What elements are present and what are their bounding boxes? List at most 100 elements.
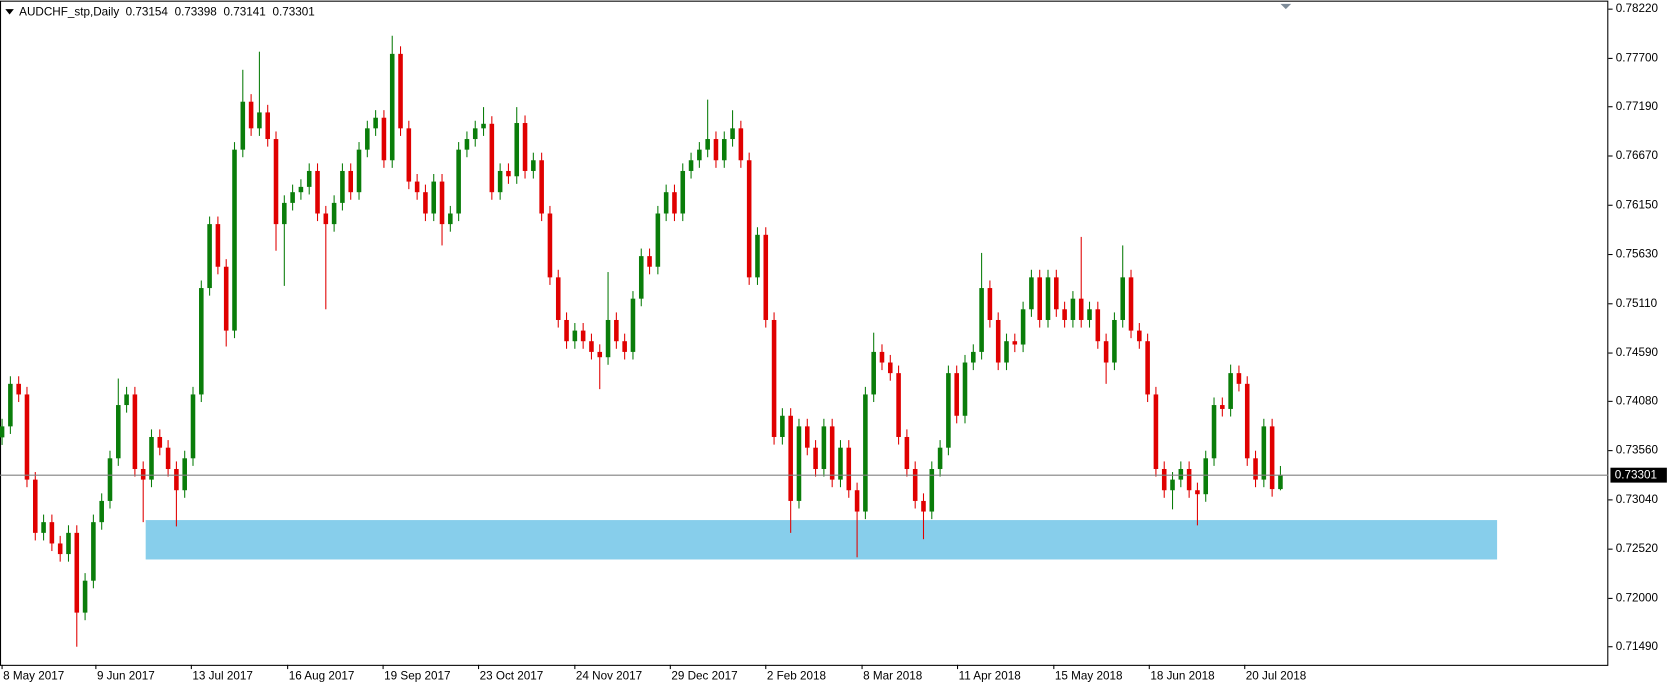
y-tick-label: 0.76150 bbox=[1616, 198, 1659, 211]
candle-body bbox=[41, 522, 46, 533]
candle-body bbox=[846, 447, 852, 491]
candle-body bbox=[306, 170, 312, 187]
shift-marker bbox=[1280, 3, 1292, 10]
candle-body bbox=[655, 213, 661, 267]
candle-body bbox=[439, 181, 445, 225]
candle-body bbox=[888, 362, 893, 374]
candle-body bbox=[373, 117, 378, 129]
chart-title: AUDCHF_stp,Daily bbox=[19, 5, 119, 18]
candle-body bbox=[1037, 277, 1042, 320]
candle-body bbox=[82, 580, 88, 613]
candle-body bbox=[871, 351, 876, 395]
candle-body bbox=[746, 160, 752, 278]
candle-body bbox=[290, 192, 295, 203]
candle-body bbox=[389, 53, 395, 161]
candle-body bbox=[539, 160, 544, 214]
candle-body bbox=[987, 288, 993, 320]
candle-body bbox=[340, 170, 345, 203]
candle-body bbox=[962, 362, 968, 416]
candle-body bbox=[1253, 458, 1258, 480]
x-tick-label: 29 Dec 2017 bbox=[671, 670, 737, 683]
candle-body bbox=[771, 319, 777, 437]
plot-frame bbox=[0, 0, 1609, 666]
candle-body bbox=[929, 469, 935, 512]
candle-body bbox=[1029, 277, 1034, 310]
candle-body bbox=[223, 266, 229, 331]
candle-body bbox=[215, 224, 221, 267]
candle-body bbox=[1137, 330, 1142, 342]
x-tick-label: 19 Sep 2017 bbox=[384, 670, 450, 683]
x-tick-label: 8 Mar 2018 bbox=[863, 670, 922, 683]
candle-body bbox=[165, 447, 171, 470]
candle-body bbox=[1228, 373, 1233, 409]
candle-body bbox=[448, 213, 453, 225]
candle-body bbox=[605, 319, 611, 358]
candle-body bbox=[1178, 469, 1184, 480]
candle-body bbox=[331, 202, 337, 225]
y-tick-label: 0.75110 bbox=[1616, 297, 1658, 310]
candle-body bbox=[821, 426, 827, 470]
candle-body bbox=[124, 394, 129, 406]
candle-body bbox=[174, 469, 179, 491]
candle-body bbox=[8, 383, 13, 427]
candle-body bbox=[1236, 373, 1242, 384]
header-close: 0.73301 bbox=[272, 5, 314, 18]
candle-body bbox=[140, 469, 146, 480]
chart-header: AUDCHF_stp,Daily 0.73154 0.73398 0.73141… bbox=[19, 5, 315, 18]
menu-arrow bbox=[5, 9, 14, 15]
candle-body bbox=[738, 128, 744, 161]
y-tick-label: 0.73040 bbox=[1616, 493, 1659, 506]
candle-body bbox=[16, 383, 21, 395]
zones bbox=[145, 520, 1498, 560]
candle-body bbox=[804, 426, 810, 448]
y-tick-label: 0.72520 bbox=[1616, 542, 1659, 555]
candle-body bbox=[1211, 405, 1217, 459]
candle-body bbox=[282, 202, 287, 225]
candle-body bbox=[796, 426, 802, 501]
candle-body bbox=[99, 500, 104, 523]
candle-body bbox=[788, 415, 793, 501]
candle-body bbox=[672, 192, 677, 214]
candle-body bbox=[1161, 469, 1167, 491]
candles bbox=[0, 35, 1283, 647]
candle-body bbox=[1278, 475, 1283, 490]
candle-body bbox=[257, 112, 262, 129]
candle-body bbox=[207, 224, 212, 289]
candle-body bbox=[589, 341, 594, 352]
candle-body bbox=[1153, 394, 1159, 470]
candle-body bbox=[946, 373, 951, 448]
y-tick-label: 0.74080 bbox=[1616, 394, 1659, 407]
candle-body bbox=[116, 405, 121, 459]
candle-body bbox=[49, 522, 55, 544]
x-tick-label: 2 Feb 2018 bbox=[767, 670, 826, 683]
candle-body bbox=[506, 170, 511, 177]
candle-body bbox=[273, 139, 279, 225]
candle-body bbox=[572, 330, 578, 342]
candle-body bbox=[107, 458, 113, 501]
x-tick-label: 13 Jul 2017 bbox=[192, 670, 252, 683]
x-tick-label: 20 Jul 2018 bbox=[1246, 670, 1306, 683]
candle-body bbox=[854, 490, 860, 512]
candle-body bbox=[365, 128, 370, 150]
price-label: 0.73301 bbox=[1615, 468, 1657, 481]
candle-body bbox=[680, 170, 686, 214]
candle-body bbox=[697, 149, 702, 161]
candle-body bbox=[647, 256, 652, 267]
candle-body bbox=[688, 160, 694, 171]
candle-body bbox=[721, 139, 727, 161]
candle-body bbox=[713, 139, 719, 161]
candle-body bbox=[879, 351, 885, 363]
x-tick-label: 18 Jun 2018 bbox=[1150, 670, 1214, 683]
candle-body bbox=[630, 298, 636, 352]
candle-body bbox=[66, 532, 71, 555]
candle-body bbox=[622, 341, 627, 352]
candle-body bbox=[1261, 426, 1267, 480]
candle-body bbox=[240, 101, 246, 150]
candle-body bbox=[1220, 405, 1225, 409]
candle-body bbox=[863, 394, 868, 512]
candle-body bbox=[813, 447, 818, 470]
candle-body bbox=[381, 117, 387, 161]
x-tick-label: 9 Jun 2017 bbox=[97, 670, 155, 683]
candle-body bbox=[564, 319, 569, 342]
